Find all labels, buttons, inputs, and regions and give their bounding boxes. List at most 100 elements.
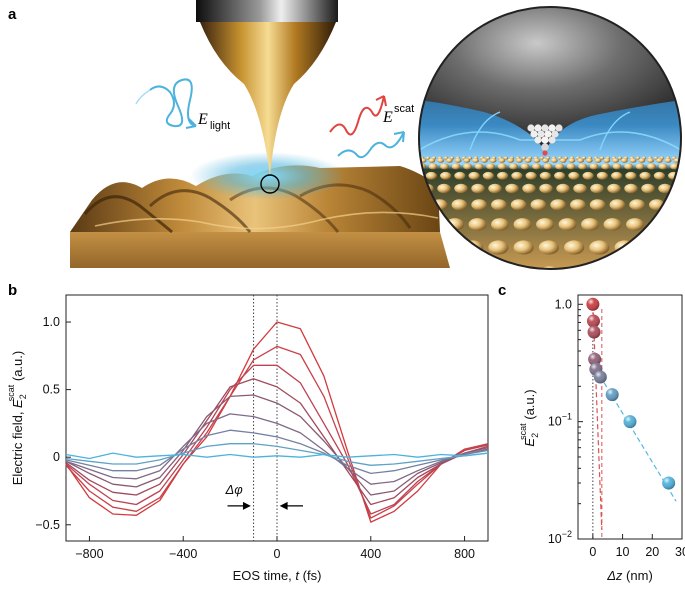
svg-text:light: light <box>210 120 230 132</box>
surface-atom <box>589 240 610 255</box>
series-line-1 <box>65 321 489 523</box>
surface-atom <box>543 163 553 170</box>
surface-atom <box>658 183 672 194</box>
surface-atom <box>568 171 580 180</box>
surface-atom <box>440 163 449 170</box>
surface-atom <box>491 199 507 211</box>
x-tick-label: 0 <box>589 545 596 559</box>
data-point-shading <box>588 352 602 366</box>
surface-atom <box>682 163 685 169</box>
surface-atom <box>607 183 621 194</box>
surface-atom <box>542 158 549 163</box>
panel-a-illustration: E light E scat <box>70 0 685 270</box>
panel-b-letter: b <box>8 282 18 299</box>
surface-atom <box>485 156 491 160</box>
surface-atom <box>510 266 534 269</box>
surface-atom <box>463 158 471 163</box>
surface-atom <box>539 171 551 180</box>
surface-atom <box>559 158 567 163</box>
surface-atom <box>425 156 431 160</box>
surface-atom <box>539 183 553 194</box>
surface-atom <box>629 199 645 211</box>
surface-atom <box>653 171 665 180</box>
surface-atom <box>639 171 651 180</box>
svg-text:E: E <box>197 111 208 128</box>
surface-atom <box>509 163 518 170</box>
series-line-5 <box>65 394 489 496</box>
data-point-shading <box>623 415 637 429</box>
surface-atom <box>629 158 637 163</box>
surface-atom <box>440 171 452 180</box>
near-field-glow <box>190 152 346 200</box>
surface-atom <box>578 163 587 170</box>
panel-c-guides <box>592 309 603 539</box>
surface-atom <box>653 156 659 160</box>
surface-atom <box>590 183 604 194</box>
panel-c-chart: 0 10 20 30 10−2 10−1 1.0 Δz (nm) E2scat (a.u.) <box>518 294 685 583</box>
surface-atom <box>522 183 536 194</box>
x-tick-label: −400 <box>169 547 197 561</box>
surface-atom <box>513 240 534 255</box>
surface-atom <box>471 183 485 194</box>
surface-atom <box>566 163 576 170</box>
panel-c-x-axis-label: Δz (nm) <box>606 568 653 583</box>
surface-atom <box>647 163 656 170</box>
surface-atom <box>573 183 587 194</box>
surface-atom <box>481 158 488 163</box>
surface-atom <box>525 171 537 180</box>
delta-phi-label: Δφ <box>225 482 244 497</box>
surface-atom <box>658 163 668 170</box>
panel-c-points <box>586 297 676 490</box>
surface-atom <box>581 156 587 160</box>
surface-atom <box>599 156 605 160</box>
surface-atom <box>468 218 487 231</box>
panel-b-y-axis-label: Electric field, E2scat (a.u.) <box>6 351 28 485</box>
series-line-3 <box>65 364 489 515</box>
surface-atom <box>488 183 502 194</box>
surface-atom <box>486 163 495 170</box>
y-tick-label: 0 <box>53 450 60 464</box>
surface-atom <box>601 163 610 170</box>
svg-text:E: E <box>382 109 393 126</box>
surface-atom <box>428 158 436 163</box>
surface-atom <box>589 199 606 211</box>
surface-atom <box>463 163 472 170</box>
y-tick-label: −0.5 <box>35 518 60 532</box>
surface-atom <box>612 163 622 170</box>
surface-atom <box>530 199 547 211</box>
surface-atom <box>437 158 444 163</box>
y-tick-label: 1.0 <box>555 297 572 311</box>
surface-atom <box>491 218 509 231</box>
x-tick-label: 20 <box>645 545 659 559</box>
data-point-shading <box>662 476 676 490</box>
surface-atom <box>626 218 644 231</box>
surface-atom <box>513 218 532 231</box>
surface-atom <box>675 183 681 194</box>
data-point-shading <box>593 370 607 384</box>
surface-atom <box>581 218 599 231</box>
surface-atom <box>638 158 646 163</box>
apex-marker-circle <box>260 174 280 194</box>
surface-atom <box>451 163 461 170</box>
series-line-9 <box>65 452 489 460</box>
x-tick-label: 400 <box>360 547 381 561</box>
y-tick-label: 0.5 <box>43 383 60 397</box>
panel-b-series <box>65 321 489 523</box>
series-line-8 <box>65 443 489 466</box>
surface-atom <box>536 218 554 231</box>
x-tick-label: −800 <box>75 547 103 561</box>
surface-atom <box>414 156 418 159</box>
panel-b-guides <box>253 295 278 541</box>
surface-atom <box>489 158 497 163</box>
series-line-7 <box>65 429 489 475</box>
surface-atom <box>577 158 584 163</box>
surface-atom <box>551 158 558 163</box>
panel-c-y-axis-label: E2scat (a.u.) <box>518 389 540 446</box>
surface-atom <box>647 158 654 163</box>
surface-atom <box>594 266 618 269</box>
surface-atom <box>611 171 623 180</box>
surface-atom <box>624 183 638 194</box>
x-tick-label: 0 <box>274 547 281 561</box>
surface-atom <box>665 240 681 255</box>
surface-atom <box>568 158 576 163</box>
